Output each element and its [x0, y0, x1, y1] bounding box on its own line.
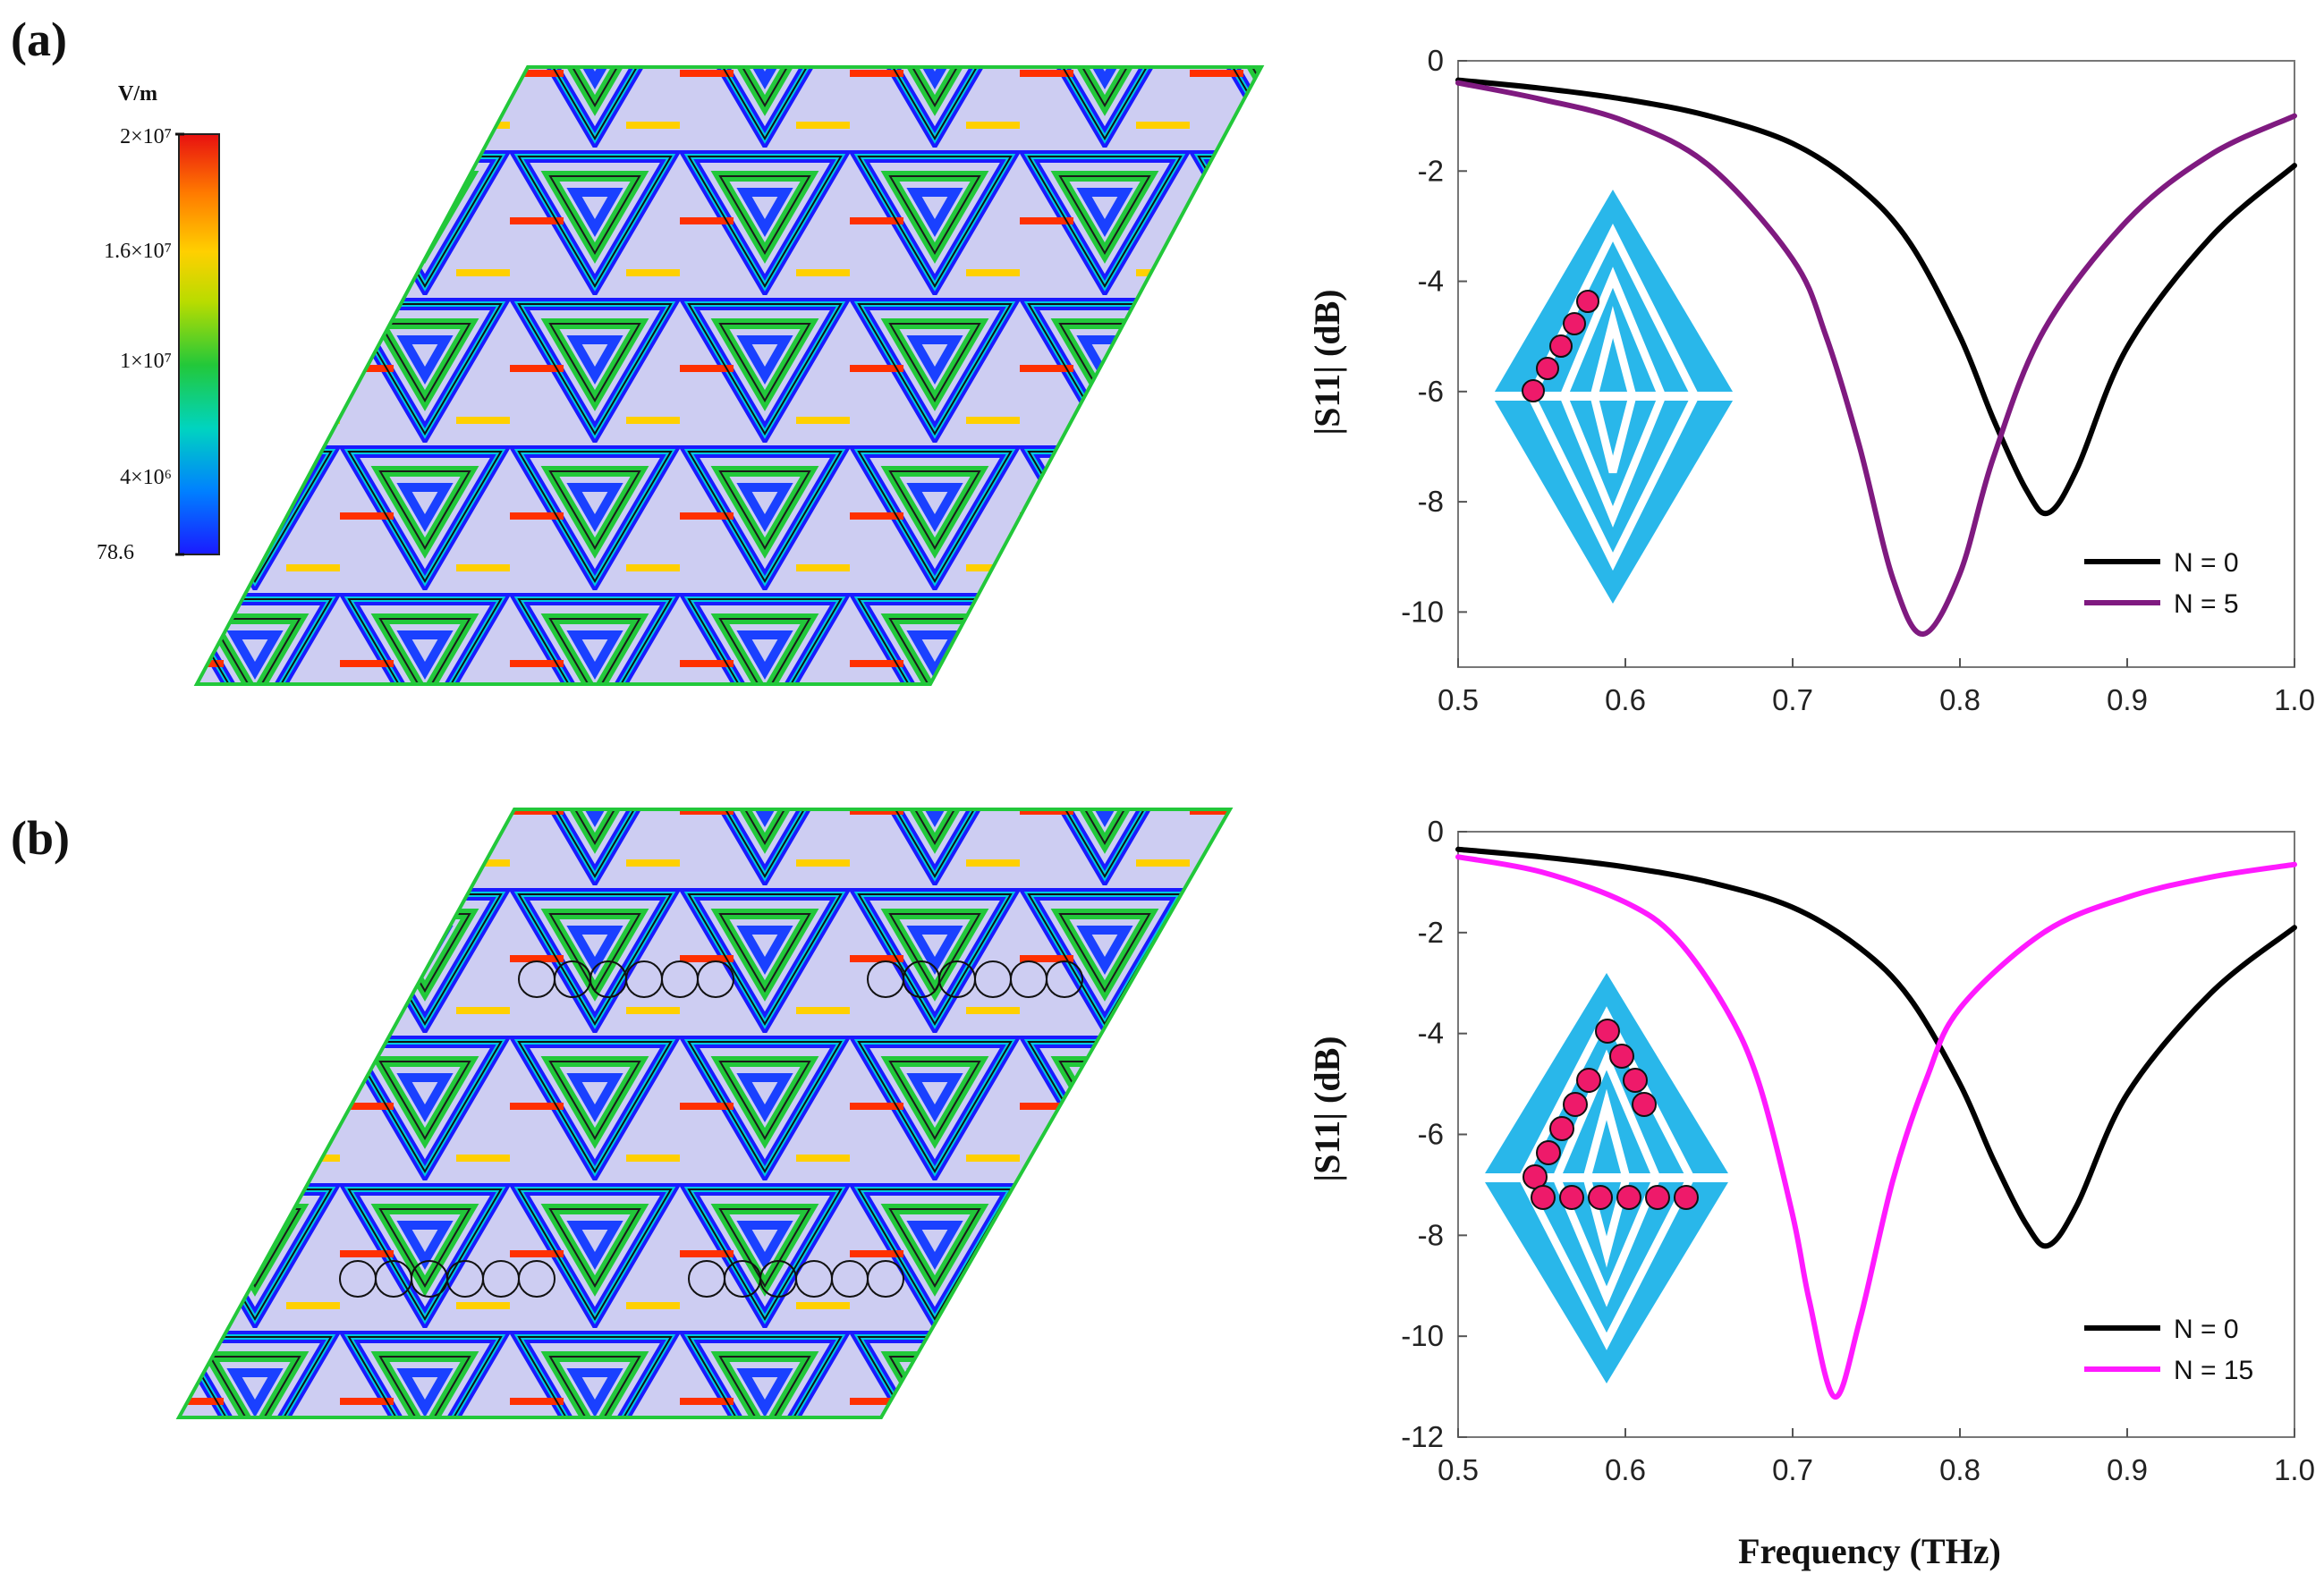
meta-atom-circles [339, 960, 1083, 1298]
chart-a: |S11| (dB) 0 -2 -4 -6 -8 -10 0.5 0.6 0.7 0.8 0.9 1.… [1307, 44, 2315, 716]
y-axis-title-b: |S11| (dB) [1307, 1036, 1347, 1181]
y-tick-label: -8 [1418, 485, 1444, 518]
series-line-n-15 [1455, 854, 2297, 1400]
series-line-n-0 [1455, 846, 2297, 1249]
x-tick-label: 0.8 [1939, 683, 1980, 716]
x-tick-label: 0.9 [2107, 683, 2148, 716]
y-tick-label: -6 [1418, 375, 1444, 408]
plot-frame [1457, 60, 2295, 668]
series-line-n-5 [1455, 80, 2297, 638]
x-tick-label: 0.5 [1438, 683, 1479, 716]
y-tick-label: -2 [1418, 916, 1444, 949]
series-line-n-0 [1455, 77, 2297, 517]
x-tick-label: 1.0 [2274, 683, 2315, 716]
legend-label: N = 15 [2174, 1356, 2253, 1385]
x-tick-label: 0.7 [1772, 683, 1813, 716]
colorbar-unit: V/m [118, 82, 157, 106]
x-tick-label: 0.6 [1605, 1453, 1646, 1486]
colorbar: V/m 2×10⁷ 1.6×10⁷ 1×10⁷ 4×10⁶ 78.6 [97, 82, 220, 564]
panel-label-b: (b) [11, 811, 70, 865]
field-map-a [193, 65, 1265, 686]
legend-label: N = 5 [2174, 589, 2239, 619]
y-tick-label: 0 [1428, 44, 1444, 77]
y-tick-label: -10 [1401, 595, 1444, 628]
y-tick-label: 0 [1428, 815, 1444, 848]
x-tick-label: 0.9 [2107, 1453, 2148, 1486]
x-tick-label: 0.5 [1438, 1453, 1479, 1486]
panel-label-a: (a) [11, 13, 67, 66]
colorbar-tick-label: 4×10⁶ [120, 466, 172, 489]
y-tick-label: -4 [1418, 265, 1444, 298]
colorbar-tick-label: 1×10⁷ [120, 350, 172, 373]
y-tick-label: -12 [1401, 1420, 1444, 1453]
field-map-b [175, 808, 1234, 1419]
x-tick-label: 0.7 [1772, 1453, 1813, 1486]
colorbar-gradient [178, 133, 220, 555]
y-tick-label: -6 [1418, 1118, 1444, 1151]
y-tick-label: -10 [1401, 1319, 1444, 1352]
x-tick-label: 0.8 [1939, 1453, 1980, 1486]
y-axis-title-a: |S11| (dB) [1307, 289, 1347, 435]
y-tick-label: -4 [1418, 1017, 1444, 1050]
y-tick-label: -8 [1418, 1218, 1444, 1251]
colorbar-tick-label: 78.6 [97, 541, 134, 564]
y-tick-label: -2 [1418, 154, 1444, 187]
chart-b: |S11| (dB) Frequency (THz) 0 -2 -4 -6 -8 -10 -… [1307, 815, 2315, 1571]
inset-unit-cell-b [1482, 973, 1731, 1383]
x-tick-label: 1.0 [2274, 1453, 2315, 1486]
legend-label: N = 0 [2174, 548, 2239, 578]
inset-unit-cell-a [1492, 190, 1735, 604]
x-axis-title: Frequency (THz) [1738, 1531, 2001, 1571]
colorbar-tick-label: 2×10⁷ [120, 125, 172, 148]
x-tick-label: 0.6 [1605, 683, 1646, 716]
legend-label: N = 0 [2174, 1315, 2239, 1344]
colorbar-tick-label: 1.6×10⁷ [104, 240, 172, 263]
